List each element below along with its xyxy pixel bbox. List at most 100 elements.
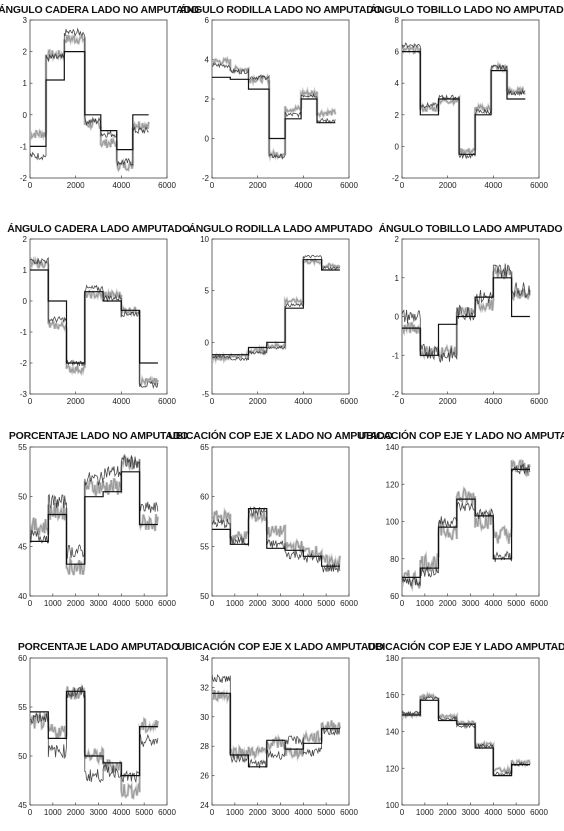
series-group (30, 27, 150, 173)
x-tick-label: 6000 (340, 599, 358, 608)
y-tick-label: 55 (18, 443, 27, 452)
x-tick-label: 0 (210, 808, 215, 817)
x-tick-label: 6000 (158, 397, 176, 406)
subplot-title: UBICACIÓN COP EJE Y LADO NO AMPUTADO (359, 429, 564, 442)
y-tick-label: -2 (20, 359, 28, 368)
x-tick-label: 2000 (249, 397, 267, 406)
y-tick-label: 140 (386, 728, 400, 737)
reference-line (212, 508, 340, 567)
y-tick-label: 1 (395, 274, 400, 283)
x-tick-label: 6000 (530, 181, 548, 190)
x-tick-label: 0 (28, 397, 33, 406)
y-tick-label: 26 (200, 772, 209, 781)
y-tick-label: 55 (200, 542, 209, 551)
x-tick-label: 4000 (294, 808, 312, 817)
x-tick-label: 4000 (112, 397, 130, 406)
y-tick-label: 40 (18, 592, 27, 601)
y-tick-label: 3 (23, 16, 28, 25)
x-tick-label: 0 (210, 599, 215, 608)
dark-trace (212, 254, 341, 362)
series-group (212, 506, 342, 573)
x-tick-label: 4000 (484, 599, 502, 608)
subplot-title: UBICACIÓN COP EJE X LADO AMPUTADO (177, 640, 383, 653)
subplot-1: ÁNGULO CADERA LADO NO AMPUTADO 0 2000 4000 6… (0, 3, 199, 190)
subplot-title: ÁNGULO CADERA LADO AMPUTADO (7, 222, 190, 235)
y-tick-label: 50 (18, 493, 27, 502)
plot-area (29, 238, 168, 395)
x-tick-label: 6000 (340, 397, 358, 406)
y-tick-label: 6 (205, 16, 210, 25)
series-group (30, 682, 160, 800)
x-tick-label: 2000 (439, 181, 457, 190)
y-tick-label: 0 (23, 297, 28, 306)
subplot-title: PORCENTAJE LADO AMPUTADO (18, 641, 179, 653)
y-tick-label: 6 (395, 48, 400, 57)
x-tick-label: 3000 (462, 808, 480, 817)
subplot-2: ÁNGULO RODILLA LADO NO AMPUTADO 0 2000 4000… (179, 3, 381, 190)
plot-area (211, 657, 350, 806)
reference-line (212, 259, 340, 356)
y-tick-label: -1 (20, 142, 28, 151)
dark-trace (402, 464, 531, 587)
y-tick-label: 4 (395, 79, 400, 88)
reference-line (30, 471, 158, 565)
dark-trace (30, 27, 149, 167)
subplot-title: ÁNGULO CADERA LADO NO AMPUTADO (0, 3, 199, 16)
x-tick-label: 6000 (530, 808, 548, 817)
reference-line (402, 468, 530, 578)
x-tick-label: 6000 (158, 808, 176, 817)
y-tick-label: 10 (200, 235, 209, 244)
x-tick-label: 6000 (530, 599, 548, 608)
x-tick-label: 4000 (294, 397, 312, 406)
x-tick-label: 5000 (507, 599, 525, 608)
plot-area (29, 19, 168, 179)
reference-line (402, 699, 530, 777)
y-tick-label: 32 (200, 683, 209, 692)
series-group (402, 263, 532, 363)
x-tick-label: 5000 (135, 808, 153, 817)
x-tick-label: 2000 (67, 808, 85, 817)
reference-line (402, 277, 530, 356)
y-tick-label: 55 (18, 703, 27, 712)
series-group (30, 255, 160, 390)
y-tick-label: 100 (386, 801, 400, 810)
x-tick-label: 5000 (317, 599, 335, 608)
x-tick-label: 2000 (439, 599, 457, 608)
subplot-title: ÁNGULO TOBILLO LADO NO AMPUTADO (370, 3, 564, 16)
grey-trace (30, 454, 159, 576)
dark-trace (30, 257, 159, 390)
reference-line (212, 76, 336, 140)
y-tick-label: 8 (395, 16, 400, 25)
y-tick-label: 1 (23, 266, 28, 275)
y-tick-label: 2 (395, 235, 400, 244)
x-tick-label: 2000 (67, 599, 85, 608)
y-tick-label: 50 (18, 752, 27, 761)
x-tick-label: 4000 (294, 599, 312, 608)
y-tick-label: 28 (200, 742, 209, 751)
x-tick-label: 0 (28, 599, 33, 608)
plot-area (211, 446, 350, 597)
x-tick-label: 2000 (439, 397, 457, 406)
x-tick-label: 5000 (317, 808, 335, 817)
y-tick-label: -1 (392, 351, 400, 360)
x-tick-label: 0 (210, 181, 215, 190)
y-tick-label: 4 (205, 56, 210, 65)
x-tick-label: 1000 (226, 808, 244, 817)
x-tick-label: 3000 (462, 599, 480, 608)
x-tick-label: 6000 (158, 181, 176, 190)
y-tick-label: 50 (200, 592, 209, 601)
x-tick-label: 2000 (439, 808, 457, 817)
y-tick-label: 30 (200, 713, 209, 722)
x-tick-label: 2000 (67, 397, 85, 406)
x-tick-label: 6000 (340, 808, 358, 817)
x-tick-label: 4000 (112, 599, 130, 608)
y-tick-label: -2 (20, 174, 28, 183)
subplot-8: UBICACIÓN COP EJE X LADO NO AMPUTADO 0 100… (168, 429, 392, 608)
reference-line (30, 269, 158, 364)
x-tick-label: 1000 (44, 599, 62, 608)
x-tick-label: 0 (400, 599, 405, 608)
dark-trace (30, 685, 159, 784)
subplot-12: UBICACIÓN COP EJE Y LADO AMPUTADO 0 1000 20… (368, 640, 564, 817)
grey-trace (402, 459, 531, 590)
y-tick-label: 120 (386, 764, 400, 773)
